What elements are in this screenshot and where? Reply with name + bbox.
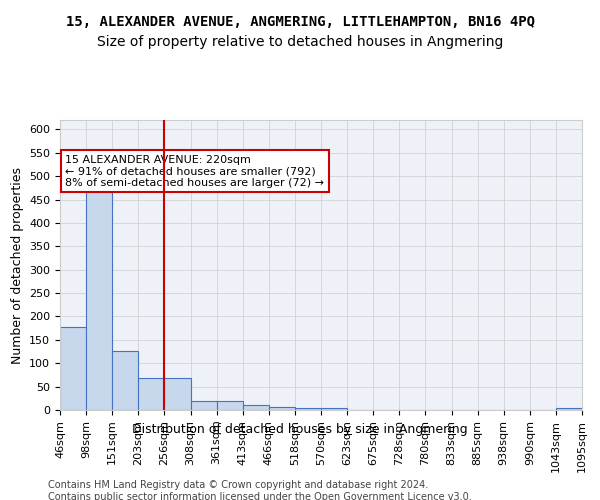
Bar bbox=[86, 192, 112, 410]
Bar bbox=[556, 408, 582, 410]
Text: Size of property relative to detached houses in Angmering: Size of property relative to detached ho… bbox=[97, 35, 503, 49]
Bar bbox=[243, 406, 269, 410]
Y-axis label: Number of detached properties: Number of detached properties bbox=[11, 166, 23, 364]
Text: Contains public sector information licensed under the Open Government Licence v3: Contains public sector information licen… bbox=[48, 492, 472, 500]
Bar bbox=[139, 378, 164, 410]
Bar bbox=[60, 326, 86, 410]
Bar bbox=[112, 350, 139, 410]
Bar bbox=[295, 408, 321, 410]
Text: Contains HM Land Registry data © Crown copyright and database right 2024.: Contains HM Land Registry data © Crown c… bbox=[48, 480, 428, 490]
Bar bbox=[164, 378, 191, 410]
Bar bbox=[321, 408, 347, 410]
Text: Distribution of detached houses by size in Angmering: Distribution of detached houses by size … bbox=[132, 422, 468, 436]
Bar bbox=[269, 406, 295, 410]
Bar bbox=[191, 401, 217, 410]
Bar bbox=[217, 401, 243, 410]
Text: 15, ALEXANDER AVENUE, ANGMERING, LITTLEHAMPTON, BN16 4PQ: 15, ALEXANDER AVENUE, ANGMERING, LITTLEH… bbox=[65, 15, 535, 29]
Text: 15 ALEXANDER AVENUE: 220sqm
← 91% of detached houses are smaller (792)
8% of sem: 15 ALEXANDER AVENUE: 220sqm ← 91% of det… bbox=[65, 155, 324, 188]
